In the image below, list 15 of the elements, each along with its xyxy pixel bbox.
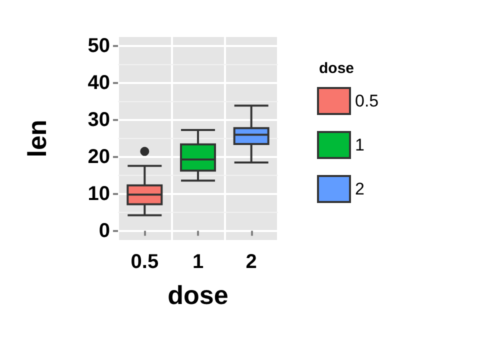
y-tick-label: 20 xyxy=(88,146,110,168)
x-axis-title: dose xyxy=(168,280,228,310)
legend-title: dose xyxy=(319,60,354,77)
y-tick-label: 0 xyxy=(98,220,110,242)
y-tick-label: 30 xyxy=(88,109,110,132)
y-tick-label: 50 xyxy=(88,35,110,58)
legend-label: 1 xyxy=(355,136,364,154)
legend-label: 0.5 xyxy=(355,92,379,110)
y-axis-title: len xyxy=(22,120,52,158)
x-tick-label: 0.5 xyxy=(130,251,159,273)
y-tick-label: 40 xyxy=(88,72,110,94)
x-tick-label: 1 xyxy=(192,251,204,273)
x-tick-label: 2 xyxy=(246,251,257,273)
y-tick-label: 10 xyxy=(88,182,110,205)
legend-label: 2 xyxy=(355,180,364,198)
